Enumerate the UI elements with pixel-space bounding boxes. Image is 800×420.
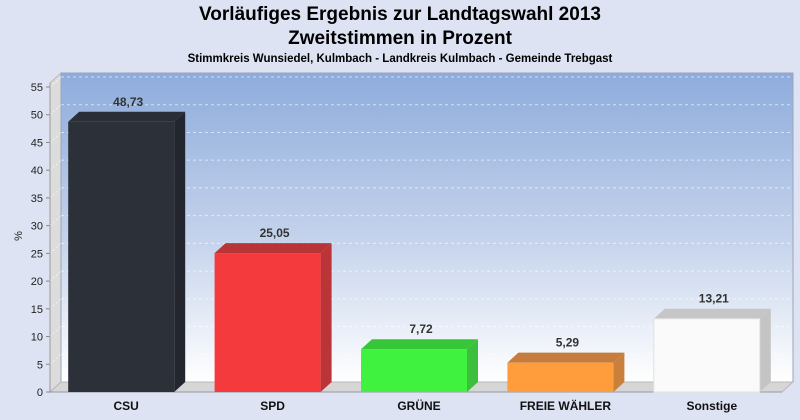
y-tick-label: 25 bbox=[31, 248, 43, 260]
gridline-side bbox=[49, 242, 62, 254]
value-label: 13,21 bbox=[699, 292, 729, 306]
gridline-side bbox=[49, 76, 62, 88]
gridline-side bbox=[49, 270, 62, 282]
gridline-side bbox=[49, 159, 62, 171]
plot-side-wall bbox=[49, 71, 62, 394]
category-label: GRÜNE bbox=[397, 398, 440, 413]
y-tick-label: 0 bbox=[37, 387, 43, 399]
gridline-side bbox=[49, 104, 62, 116]
y-tick-label: 35 bbox=[31, 193, 43, 205]
value-label: 25,05 bbox=[260, 226, 290, 240]
y-tick-label: 15 bbox=[31, 304, 43, 316]
bar-top bbox=[68, 111, 186, 122]
bar-side bbox=[467, 339, 478, 392]
category-label: SPD bbox=[260, 399, 285, 413]
value-label: 7,72 bbox=[409, 322, 433, 336]
y-axis-label: % bbox=[13, 231, 25, 241]
y-tick-label: 55 bbox=[31, 82, 43, 94]
y-tick-label: 20 bbox=[31, 276, 43, 288]
y-tick-label: 45 bbox=[31, 137, 43, 149]
bar bbox=[361, 349, 467, 392]
y-tick-label: 40 bbox=[31, 165, 43, 177]
chart-subtitle: Zweitstimmen in Prozent bbox=[288, 28, 512, 49]
bar bbox=[68, 121, 175, 393]
bar-top bbox=[214, 243, 332, 254]
bar bbox=[653, 318, 761, 393]
value-label: 5,29 bbox=[556, 336, 580, 350]
bar bbox=[507, 362, 614, 392]
gridline-side bbox=[49, 298, 62, 310]
gridline-side bbox=[49, 132, 62, 143]
category-label: FREIE WÄHLER bbox=[520, 398, 612, 413]
bar-side bbox=[174, 111, 186, 393]
gridline-side bbox=[49, 326, 62, 337]
y-tick-label: 30 bbox=[31, 221, 43, 233]
y-tick-label: 5 bbox=[37, 359, 43, 371]
bar-top bbox=[507, 352, 625, 363]
gridline-side bbox=[49, 353, 62, 365]
bar-side bbox=[320, 243, 332, 392]
bar-side bbox=[759, 308, 771, 392]
y-tick-label: 10 bbox=[31, 332, 43, 344]
gridline-side bbox=[49, 215, 62, 227]
category-label: CSU bbox=[114, 399, 139, 413]
bar-top bbox=[653, 308, 771, 319]
bar bbox=[214, 253, 321, 392]
y-tick-label: 50 bbox=[31, 110, 43, 122]
value-label: 48,73 bbox=[113, 95, 143, 109]
category-label: Sonstige bbox=[686, 399, 737, 413]
gridline-side bbox=[49, 187, 62, 199]
chart-title: Vorläufiges Ergebnis zur Landtagswahl 20… bbox=[199, 4, 601, 25]
chart-region-subtitle: Stimmkreis Wunsiedel, Kulmbach - Landkre… bbox=[187, 53, 613, 65]
bar-side bbox=[613, 352, 625, 392]
bar-top bbox=[361, 339, 478, 350]
